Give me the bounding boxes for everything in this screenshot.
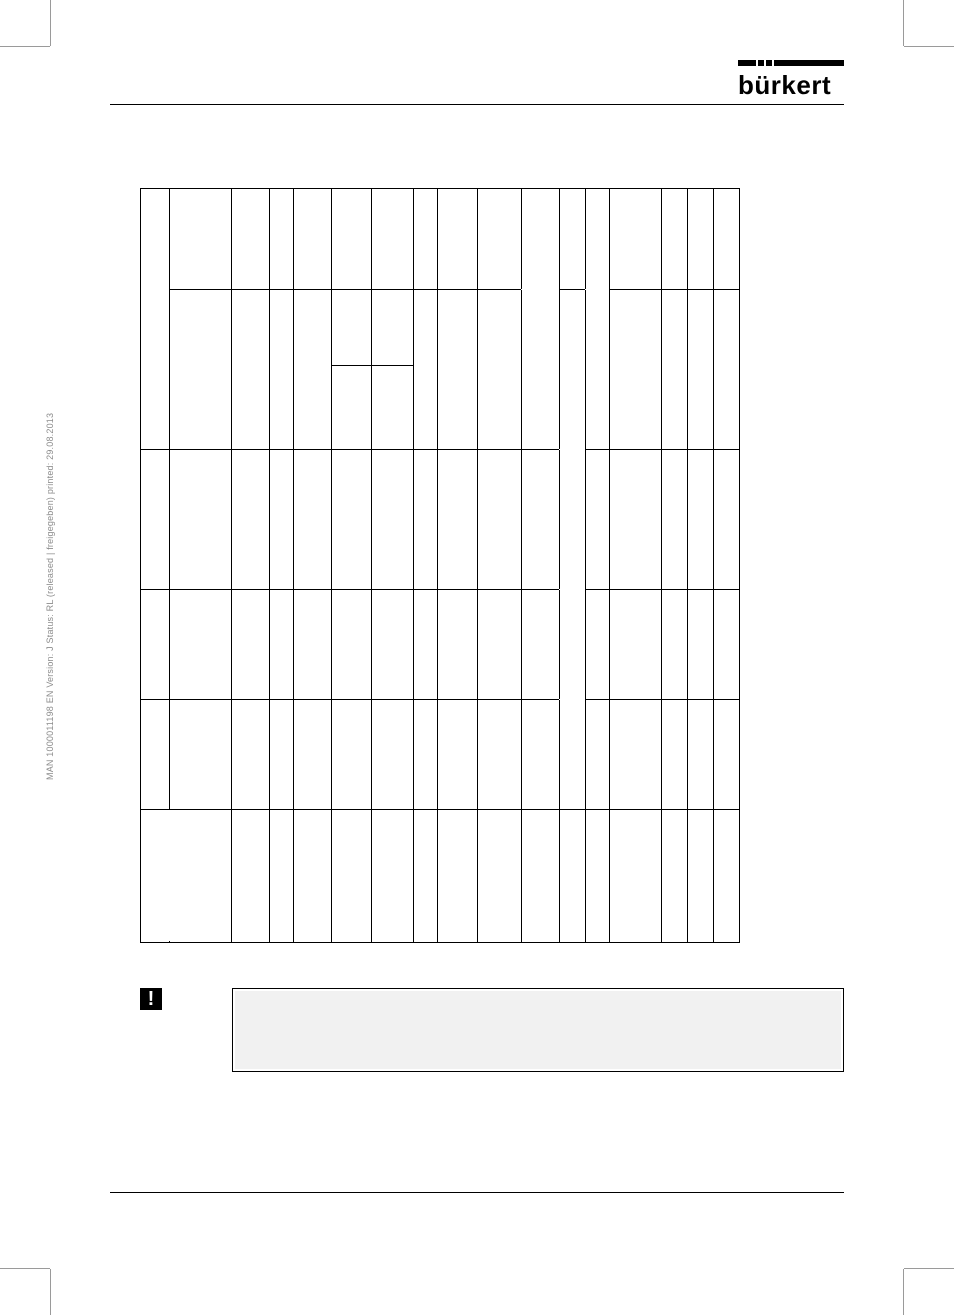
- table-rule: [141, 809, 739, 810]
- brand-text: bürkert: [738, 70, 844, 101]
- header-rule: [110, 104, 844, 105]
- page: bürkert MAN 1000011198 EN Version: J Sta…: [70, 60, 884, 1255]
- table-merge-mask: [521, 289, 559, 290]
- crop-mark: [904, 1268, 954, 1269]
- warning-icon-glyph: !: [148, 988, 155, 1011]
- table-rule: [413, 189, 414, 942]
- footer-rule: [110, 1192, 844, 1193]
- table-rule: [331, 365, 413, 366]
- table-merge-mask: [559, 449, 585, 450]
- table-rule: [141, 589, 739, 590]
- table-merge-mask: [168, 810, 171, 941]
- table-rule: [231, 189, 232, 942]
- table-rule: [585, 189, 586, 942]
- brand-bar: [766, 60, 772, 66]
- table-rule: [661, 189, 662, 942]
- crop-mark: [904, 46, 954, 47]
- crop-mark: [903, 0, 904, 46]
- brand-bar: [774, 60, 844, 66]
- table-rule: [169, 289, 739, 290]
- doc-meta-side-text: MAN 1000011198 EN Version: J Status: RL …: [45, 413, 55, 780]
- table-rule: [141, 699, 739, 700]
- table-rule: [437, 189, 438, 942]
- brand-bars: [738, 60, 844, 66]
- warning-icon: !: [140, 988, 162, 1010]
- spec-table: [140, 188, 740, 943]
- crop-mark: [0, 46, 50, 47]
- table-rule: [293, 189, 294, 942]
- notice-frame: [232, 988, 844, 1072]
- crop-mark: [903, 1269, 904, 1315]
- table-merge-mask: [559, 589, 585, 590]
- table-rule: [521, 189, 522, 942]
- table-rule: [269, 189, 270, 942]
- table-rule: [609, 189, 610, 942]
- brand-logo: bürkert: [738, 60, 844, 101]
- table-rule: [713, 189, 714, 942]
- notice: !: [140, 988, 844, 1072]
- table-rule: [371, 189, 372, 942]
- table-rule: [331, 189, 332, 942]
- table-rule: [141, 449, 739, 450]
- notice-body: [235, 991, 841, 1069]
- table-merge-mask: [559, 699, 585, 700]
- table-rule: [559, 189, 560, 942]
- table-rule: [687, 189, 688, 942]
- crop-mark: [0, 1268, 50, 1269]
- crop-mark: [50, 0, 51, 46]
- crop-mark: [50, 1269, 51, 1315]
- brand-bar: [758, 60, 764, 66]
- table-merge-mask: [585, 289, 609, 290]
- brand-bar: [738, 60, 756, 66]
- table-rule: [477, 189, 478, 942]
